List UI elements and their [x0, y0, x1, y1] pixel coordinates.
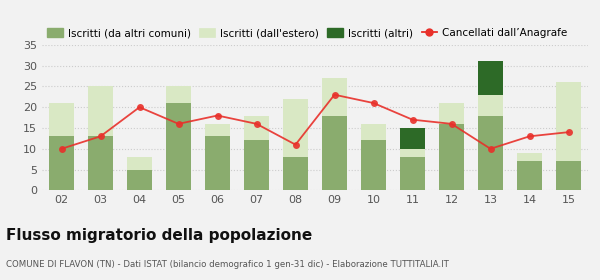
- Bar: [439, 103, 464, 124]
- Bar: [361, 141, 386, 190]
- Bar: [556, 82, 581, 161]
- Bar: [556, 161, 581, 190]
- Text: Flusso migratorio della popolazione: Flusso migratorio della popolazione: [6, 228, 312, 243]
- Bar: [205, 124, 230, 136]
- Bar: [205, 136, 230, 190]
- Legend: Iscritti (da altri comuni), Iscritti (dall'estero), Iscritti (altri), Cancellati: Iscritti (da altri comuni), Iscritti (da…: [47, 28, 568, 38]
- Bar: [400, 128, 425, 149]
- Bar: [322, 116, 347, 190]
- Bar: [361, 124, 386, 141]
- Bar: [478, 116, 503, 190]
- Bar: [127, 157, 152, 170]
- Bar: [244, 141, 269, 190]
- Bar: [88, 87, 113, 136]
- Text: COMUNE DI FLAVON (TN) - Dati ISTAT (bilancio demografico 1 gen-31 dic) - Elabora: COMUNE DI FLAVON (TN) - Dati ISTAT (bila…: [6, 260, 449, 269]
- Bar: [283, 99, 308, 157]
- Bar: [478, 61, 503, 95]
- Bar: [49, 136, 74, 190]
- Bar: [517, 161, 542, 190]
- Bar: [400, 157, 425, 190]
- Bar: [244, 116, 269, 141]
- Bar: [166, 87, 191, 103]
- Bar: [322, 78, 347, 116]
- Bar: [400, 149, 425, 157]
- Bar: [49, 103, 74, 136]
- Bar: [283, 157, 308, 190]
- Bar: [127, 170, 152, 190]
- Bar: [88, 136, 113, 190]
- Bar: [166, 103, 191, 190]
- Bar: [517, 153, 542, 161]
- Bar: [439, 124, 464, 190]
- Bar: [478, 95, 503, 116]
